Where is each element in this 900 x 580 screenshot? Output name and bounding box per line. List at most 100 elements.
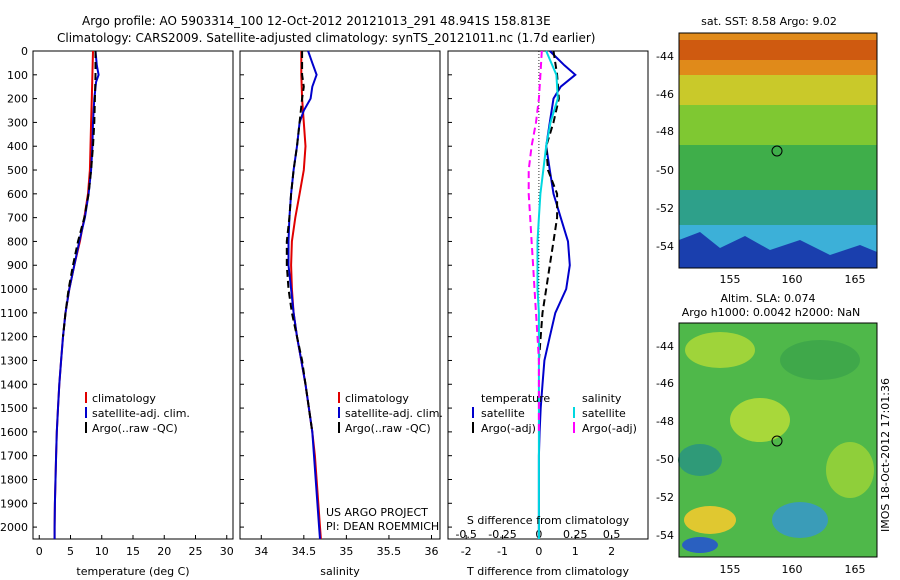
sst-lat-tick: -46 <box>656 88 674 101</box>
x-tick-label: -2 <box>461 545 472 558</box>
x-tick-label: 1 <box>572 545 579 558</box>
legend-label-argo: Argo(..raw -QC) <box>92 422 178 435</box>
x-tick-label: 36 <box>424 545 438 558</box>
sla-lat-tick: -52 <box>656 491 674 504</box>
depth-tick-label: 2000 <box>0 521 28 534</box>
sst-green-band <box>679 145 877 190</box>
sla-lon-tick: 160 <box>782 563 803 576</box>
difference-legend: temperature salinity satellite Argo(-adj… <box>472 392 637 435</box>
sst-lon-tick: 160 <box>782 273 803 286</box>
series-line-temperature-argo-adj <box>537 50 560 361</box>
sst-map-frame <box>678 32 878 269</box>
x-tick-label: 15 <box>126 545 140 558</box>
depth-tick-label: 1700 <box>0 450 28 463</box>
depth-tick-label: 0 <box>21 45 28 58</box>
sla-blob <box>682 537 718 553</box>
sla-blob <box>678 444 722 476</box>
sst-lat-tick: -52 <box>656 202 674 215</box>
legend-label-sal-argo: Argo(-adj) <box>582 422 637 435</box>
x-tick-label: 34.5 <box>292 545 317 558</box>
credit-line2: PI: DEAN ROEMMICH <box>326 520 439 533</box>
x-tick-label: 25 <box>189 545 203 558</box>
depth-tick-label: 1600 <box>0 426 28 439</box>
depth-tick-label: 800 <box>7 235 28 248</box>
sst-map-title: sat. SST: 8.58 Argo: 9.02 <box>701 15 837 28</box>
sst-map-axes: 155 160 165 -44 -46 -48 -50 -52 -54 <box>656 50 865 286</box>
sst-lightgreen-band <box>679 105 877 145</box>
legend-title-salinity: salinity <box>582 392 622 405</box>
legend-label-climatology: climatology <box>345 392 409 405</box>
legend-label-temp-satellite: satellite <box>481 407 525 420</box>
sst-lon-tick: 155 <box>720 273 741 286</box>
x2-tick-label: -0.5 <box>455 528 476 541</box>
temperature-legend: climatology satellite-adj. clim. Argo(..… <box>85 392 190 435</box>
sst-map <box>678 32 878 269</box>
x-tick-label: 10 <box>95 545 109 558</box>
depth-tick-label: 300 <box>7 116 28 129</box>
series-line-satellite-adj-clim <box>287 50 321 540</box>
depth-tick-label: 200 <box>7 93 28 106</box>
depth-tick-label: 1100 <box>0 307 28 320</box>
x-tick-label: 5 <box>67 545 74 558</box>
depth-tick-label: 400 <box>7 140 28 153</box>
difference-xlabel: T difference from climatology <box>466 565 629 578</box>
sla-argo-marker <box>771 435 783 447</box>
depth-tick-label: 1000 <box>0 283 28 296</box>
sst-mid-band <box>679 75 877 105</box>
x-tick-label: 20 <box>157 545 171 558</box>
header-title-line2: Climatology: CARS2009. Satellite-adjuste… <box>57 31 595 45</box>
depth-tick-label: 900 <box>7 259 28 272</box>
legend-label-argo: Argo(..raw -QC) <box>345 422 431 435</box>
legend-title-temperature: temperature <box>481 392 550 405</box>
x2-tick-label: 0.25 <box>563 528 588 541</box>
depth-tick-label: 1200 <box>0 331 28 344</box>
sla-lat-tick: -48 <box>656 415 674 428</box>
sla-blob <box>730 398 790 442</box>
sst-hot-band <box>679 40 877 60</box>
series-line-climatology <box>290 51 322 540</box>
sst-argo-marker <box>771 145 783 157</box>
series-line-satellite-adj-clim <box>53 50 100 539</box>
sst-lon-tick: 165 <box>845 273 866 286</box>
depth-tick-label: 1500 <box>0 402 28 415</box>
x-tick-label: 34 <box>254 545 268 558</box>
series-layer <box>53 50 577 540</box>
sst-teal-band <box>679 190 877 225</box>
temperature-panel-frame <box>32 50 234 540</box>
series-line-salinity-satellite <box>536 50 559 539</box>
x-tick-label: 35.5 <box>377 545 402 558</box>
sla-blob <box>685 332 755 368</box>
sla-lat-tick: -50 <box>656 453 674 466</box>
legend-label-sal-satellite: satellite <box>582 407 626 420</box>
sla-blob <box>826 442 874 498</box>
sst-cold-region <box>679 232 877 268</box>
legend-label-satellite: satellite-adj. clim. <box>92 407 190 420</box>
sla-map-axes: 155 160 165 -44 -46 -48 -50 -52 -54 <box>656 340 865 576</box>
sla-map-frame <box>678 322 878 558</box>
legend-label-satellite: satellite-adj. clim. <box>345 407 443 420</box>
sla-blob <box>772 502 828 538</box>
sst-lat-tick: -48 <box>656 125 674 138</box>
x2-tick-label: -0.25 <box>488 528 516 541</box>
legend-label-climatology: climatology <box>92 392 156 405</box>
x-tick-label: 0 <box>36 545 43 558</box>
depth-tick-label: 600 <box>7 188 28 201</box>
sla-lon-tick: 165 <box>845 563 866 576</box>
legend-label-temp-argo: Argo(-adj) <box>481 422 536 435</box>
series-line-climatology <box>53 50 94 539</box>
sla-map <box>678 322 878 558</box>
depth-tick-label: 1900 <box>0 497 28 510</box>
depth-tick-label: 1400 <box>0 378 28 391</box>
credit-line1: US ARGO PROJECT <box>326 506 428 519</box>
difference-x2label: S difference from climatology <box>467 514 630 527</box>
sla-blob <box>780 340 860 380</box>
salinity-xlabel: salinity <box>320 565 360 578</box>
series-line-argo-raw-qc <box>62 51 97 337</box>
sla-lat-tick: -46 <box>656 377 674 390</box>
x-tick-label: 30 <box>220 545 234 558</box>
sla-blob <box>684 506 736 534</box>
sla-lon-tick: 155 <box>720 563 741 576</box>
sla-map-title2: Argo h1000: 0.0042 h2000: NaN <box>682 306 861 319</box>
series-line-argo-raw-qc <box>285 51 314 433</box>
